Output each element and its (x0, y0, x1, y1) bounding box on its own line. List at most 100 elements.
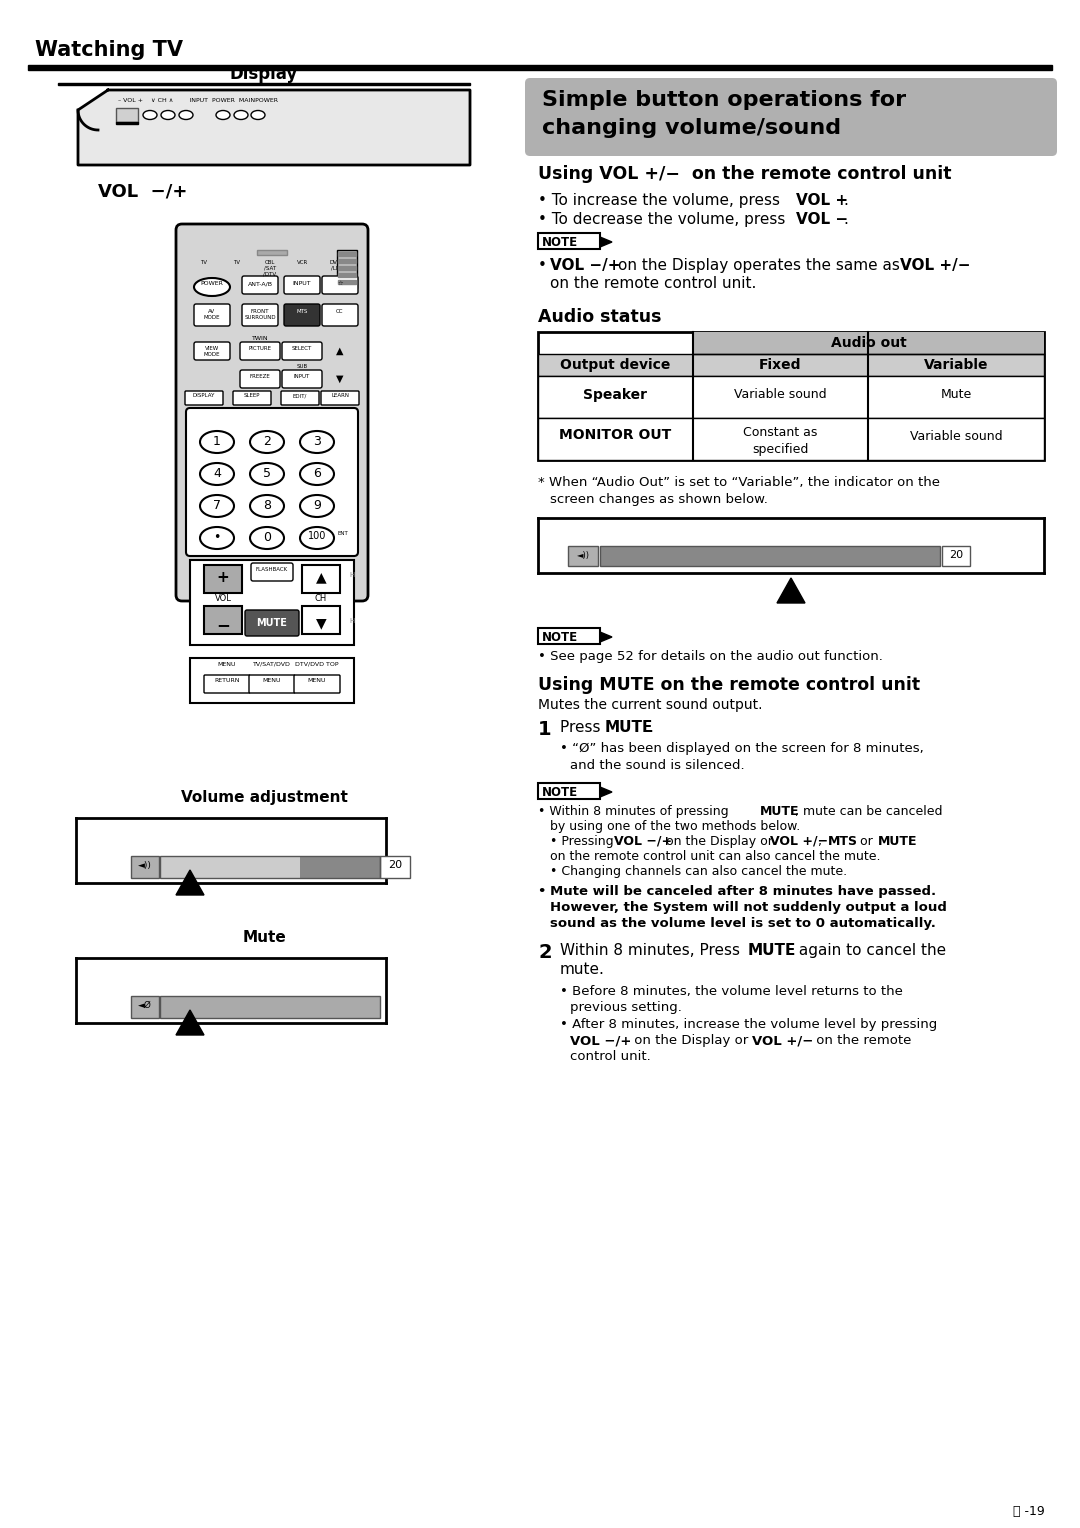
Bar (131, 856, 159, 879)
Bar (338, 260, 356, 263)
Text: on the remote: on the remote (812, 1034, 912, 1047)
Polygon shape (176, 1010, 204, 1034)
Text: VOL +/−: VOL +/− (770, 834, 828, 848)
Ellipse shape (216, 110, 230, 119)
Text: NOTE: NOTE (542, 235, 578, 249)
Bar (538, 232, 600, 249)
Ellipse shape (249, 431, 284, 452)
Polygon shape (78, 90, 470, 165)
Ellipse shape (249, 527, 284, 549)
Text: MUTE: MUTE (760, 805, 799, 817)
Text: VOL −: VOL − (796, 212, 848, 228)
Text: VOL +: VOL + (796, 193, 848, 208)
FancyBboxPatch shape (284, 304, 320, 325)
Text: VOL −/+: VOL −/+ (615, 834, 672, 848)
Bar (338, 274, 356, 277)
Text: 1: 1 (213, 435, 221, 448)
Text: previous setting.: previous setting. (570, 1001, 681, 1015)
Text: • Changing channels can also cancel the mute.: • Changing channels can also cancel the … (550, 865, 847, 879)
Text: Mute: Mute (941, 388, 972, 400)
Text: • Before 8 minutes, the volume level returns to the: • Before 8 minutes, the volume level ret… (561, 986, 903, 998)
Text: on the Display or: on the Display or (630, 1034, 753, 1047)
Text: Watching TV: Watching TV (35, 40, 183, 60)
Bar (538, 354, 1044, 376)
Text: −: − (216, 616, 230, 634)
Bar (568, 545, 598, 565)
Text: FREEZE: FREEZE (249, 374, 270, 379)
Text: Mute: Mute (242, 931, 286, 944)
Text: screen changes as shown below.: screen changes as shown below. (550, 494, 768, 506)
Text: 2: 2 (264, 435, 271, 448)
Text: , mute can be canceled: , mute can be canceled (795, 805, 943, 817)
Bar (538, 354, 1044, 376)
Text: POWER: POWER (201, 281, 224, 286)
Text: • See page 52 for details on the audio out function.: • See page 52 for details on the audio o… (538, 649, 882, 663)
FancyBboxPatch shape (186, 408, 357, 556)
Text: PICTURE: PICTURE (248, 345, 271, 351)
Text: VOL +/−: VOL +/− (752, 1034, 813, 1047)
Bar (538, 628, 600, 643)
Ellipse shape (200, 495, 234, 516)
Text: Volume adjustment: Volume adjustment (180, 790, 348, 805)
Text: • “Ø” has been displayed on the screen for 8 minutes,: • “Ø” has been displayed on the screen f… (561, 743, 923, 755)
Ellipse shape (300, 431, 334, 452)
Text: ◄)): ◄)) (577, 552, 590, 559)
Text: SLEEP: SLEEP (244, 393, 260, 397)
FancyBboxPatch shape (282, 342, 322, 361)
Text: VOL −/+: VOL −/+ (570, 1034, 632, 1047)
FancyBboxPatch shape (190, 659, 354, 703)
Text: mute.: mute. (561, 963, 605, 976)
Text: NOTE: NOTE (542, 631, 578, 643)
FancyBboxPatch shape (240, 370, 280, 388)
Text: • Pressing: • Pressing (550, 834, 618, 848)
Ellipse shape (234, 110, 248, 119)
Text: ◄)): ◄)) (138, 860, 152, 869)
Text: VOL: VOL (215, 594, 231, 604)
Polygon shape (176, 869, 204, 895)
Bar (160, 856, 380, 879)
Text: Audio out: Audio out (831, 336, 906, 350)
Text: .: . (648, 720, 653, 735)
Text: • After 8 minutes, increase the volume level by pressing: • After 8 minutes, increase the volume l… (561, 1018, 937, 1031)
Bar (160, 856, 300, 879)
Text: SUB: SUB (296, 364, 308, 368)
Text: H: H (349, 617, 354, 623)
Bar (338, 252, 356, 257)
Text: – VOL +    ∨ CH ∧        INPUT  POWER  MAINPOWER: – VOL + ∨ CH ∧ INPUT POWER MAINPOWER (118, 98, 278, 102)
Text: ANT-A/B: ANT-A/B (247, 281, 272, 286)
Polygon shape (600, 633, 612, 642)
FancyBboxPatch shape (204, 675, 249, 694)
Bar (942, 545, 970, 565)
Bar (302, 607, 340, 634)
Text: TV: TV (201, 260, 207, 264)
Text: Using VOL +/−  on the remote control unit: Using VOL +/− on the remote control unit (538, 165, 951, 183)
Text: EDIT/: EDIT/ (293, 393, 307, 397)
FancyBboxPatch shape (190, 559, 354, 645)
FancyBboxPatch shape (233, 391, 271, 405)
Text: •: • (214, 532, 220, 544)
Text: TV: TV (233, 260, 241, 264)
FancyBboxPatch shape (249, 675, 295, 694)
Text: • Within 8 minutes of pressing: • Within 8 minutes of pressing (538, 805, 732, 817)
Bar (28, 66, 1052, 70)
Ellipse shape (200, 431, 234, 452)
Text: Display: Display (230, 66, 298, 83)
Text: DISPLAY: DISPLAY (193, 393, 215, 397)
Text: or: or (856, 834, 877, 848)
Text: Within 8 minutes, Press: Within 8 minutes, Press (561, 943, 745, 958)
Text: sound as the volume level is set to 0 automatically.: sound as the volume level is set to 0 au… (550, 917, 936, 931)
Text: Ⓢ -19: Ⓢ -19 (1013, 1505, 1045, 1517)
Ellipse shape (161, 110, 175, 119)
Text: NOTE: NOTE (542, 785, 578, 799)
Text: 3: 3 (313, 435, 321, 448)
Text: 2: 2 (538, 943, 552, 963)
Text: Variable: Variable (923, 358, 988, 371)
Text: on the Display or: on the Display or (662, 834, 777, 848)
Text: MUTE: MUTE (748, 943, 796, 958)
Text: MENU: MENU (308, 678, 326, 683)
Bar (538, 419, 1044, 460)
Text: MENU: MENU (262, 678, 281, 683)
Polygon shape (777, 578, 805, 604)
Text: TV/SAT/DVD: TV/SAT/DVD (253, 662, 291, 668)
Ellipse shape (249, 495, 284, 516)
